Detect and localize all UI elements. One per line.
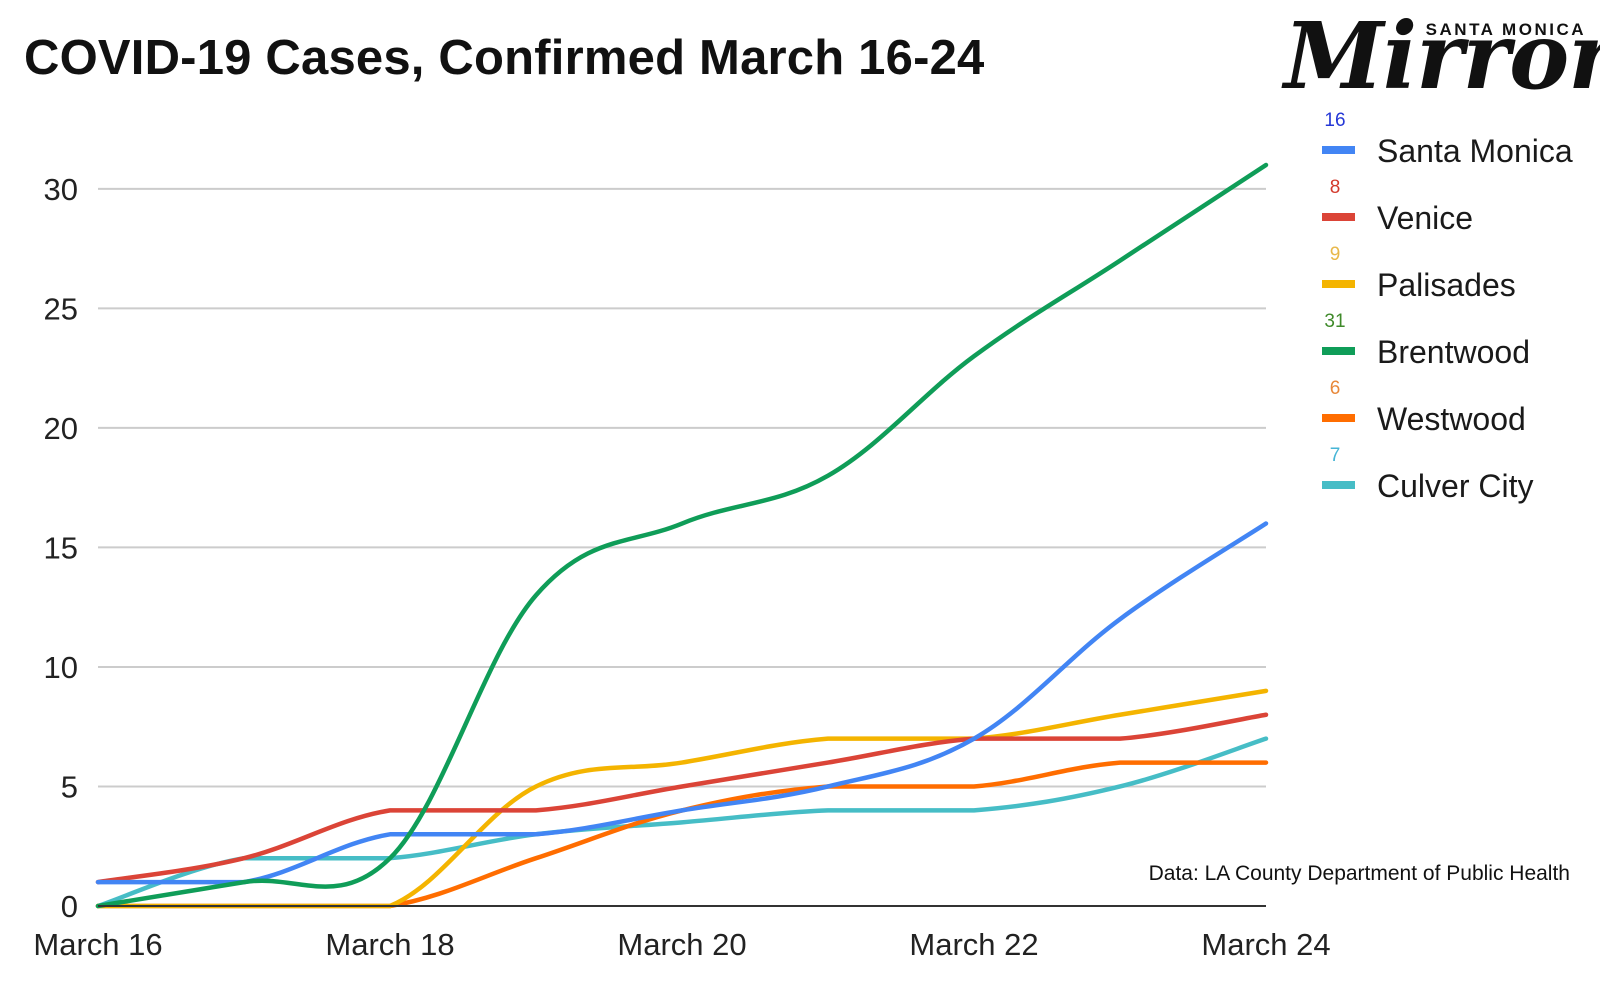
x-tick-label: March 16: [33, 927, 162, 962]
y-tick-label: 30: [44, 172, 78, 207]
x-tick-label: March 20: [617, 927, 746, 962]
source-note: Data: LA County Department of Public Hea…: [1148, 862, 1570, 885]
legend-value-label: 7: [1329, 445, 1341, 466]
legend-value-label: 8: [1329, 177, 1341, 198]
y-tick-label: 10: [44, 650, 78, 685]
legend-entry-palisades: 9 Palisades: [1322, 244, 1592, 311]
legend-swatch: [1322, 280, 1355, 288]
y-tick-label: 0: [61, 889, 78, 924]
x-tick-label: March 18: [325, 927, 454, 962]
legend-swatch: [1322, 347, 1355, 355]
series-line-culver-city: [95, 736, 1269, 909]
legend-entry-venice: 8 Venice: [1322, 177, 1592, 244]
legend-value-label: 6: [1329, 378, 1341, 399]
y-tick-label: 25: [44, 291, 78, 326]
y-tick-label: 15: [44, 530, 78, 565]
legend-label: Culver City: [1377, 468, 1534, 504]
legend-swatch: [1322, 146, 1355, 154]
legend-label: Westwood: [1377, 401, 1526, 437]
logo-wordmark: Mirror: [1284, 2, 1600, 110]
legend-label: Palisades: [1377, 267, 1516, 303]
chart-title: COVID-19 Cases, Confirmed March 16-24: [24, 31, 985, 85]
series-line-brentwood: [95, 162, 1269, 909]
legend-entry-santa-monica: 16 Santa Monica: [1322, 110, 1592, 177]
legend-value-label: 31: [1324, 311, 1346, 332]
legend-entry-culver-city: 7 Culver City: [1322, 445, 1592, 512]
legend-entry-westwood: 6 Westwood: [1322, 378, 1592, 445]
chart-legend: 16 Santa Monica 8 Venice 9 Palisades 31 Brentwo…: [1322, 110, 1592, 512]
legend-swatch: [1322, 481, 1355, 489]
legend-value-label: 16: [1324, 110, 1346, 131]
x-tick-label: March 24: [1201, 927, 1330, 962]
y-tick-label: 20: [44, 411, 78, 446]
legend-label: Venice: [1377, 200, 1474, 236]
legend-label: Santa Monica: [1377, 133, 1573, 169]
series-line-venice: [95, 712, 1269, 885]
x-tick-label: March 22: [909, 927, 1038, 962]
legend-entry-brentwood: 31 Brentwood: [1322, 311, 1592, 378]
legend-label: Brentwood: [1377, 334, 1530, 370]
series-line-santa-monica: [95, 521, 1269, 885]
legend-swatch: [1322, 414, 1355, 422]
y-tick-label: 5: [61, 769, 78, 804]
logo-kicker: SANTA MONICA: [1425, 20, 1586, 39]
legend-value-label: 9: [1329, 244, 1341, 265]
santa-monica-mirror-logo: Mirror SANTA MONICA: [1284, 8, 1600, 108]
legend-swatch: [1322, 213, 1355, 221]
series-line-westwood: [95, 760, 1269, 909]
